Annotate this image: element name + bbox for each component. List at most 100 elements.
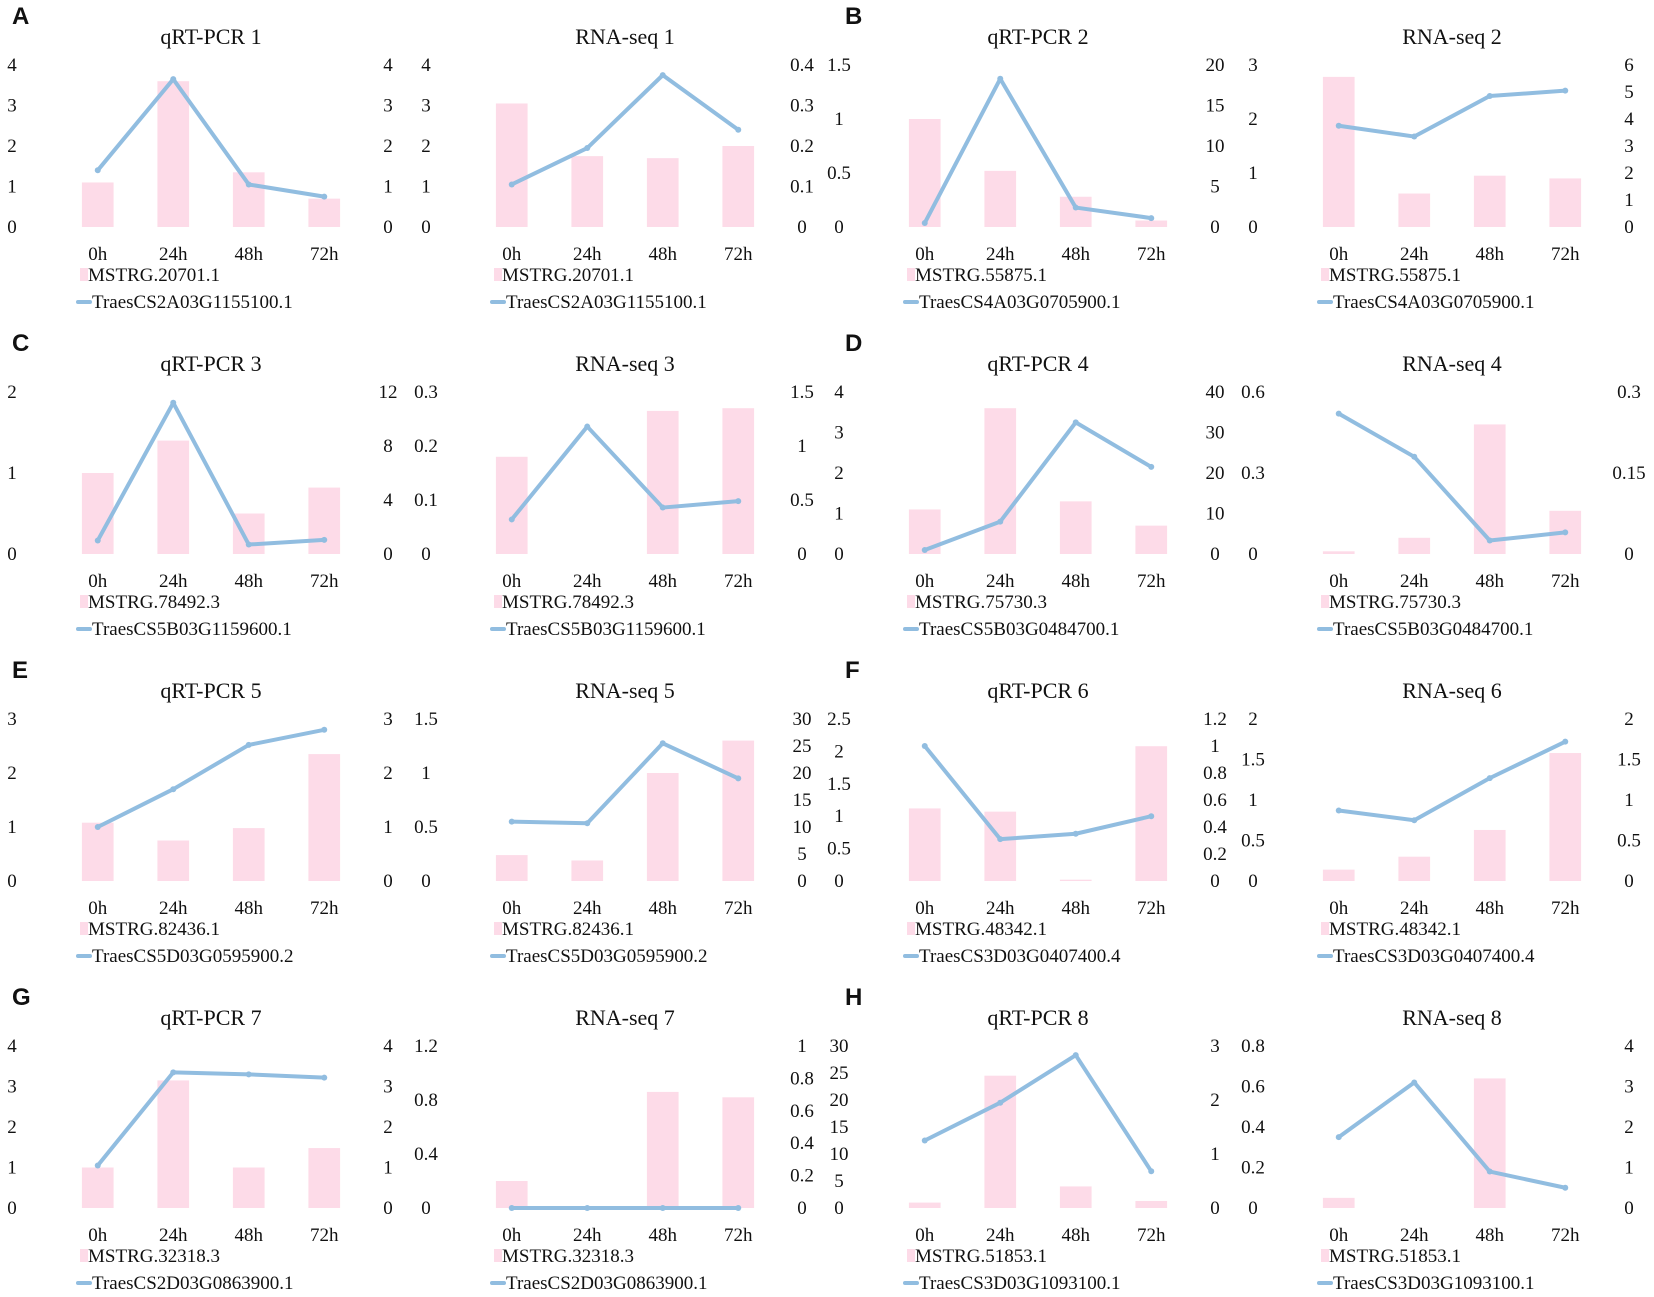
y-tick-left: 0.3 [1241,463,1265,484]
line-point-24h [584,1205,591,1211]
y-tick-left: 1.5 [827,55,851,76]
y-tick-right: 15 [793,790,812,811]
x-tick-label: 0h [88,1225,108,1246]
legend-bar-swatch [494,268,502,281]
chart-title: RNA-seq 5 [575,678,675,703]
panel-letter-e: E [12,657,28,684]
x-tick-label: 72h [310,244,339,265]
line-point-48h [245,1071,252,1078]
bar-48h [1059,879,1092,881]
x-tick-label: 48h [1062,898,1091,919]
bar-72h [722,146,755,227]
y-tick-right: 1 [1624,790,1634,811]
line-point-24h [997,518,1004,525]
x-tick-label: 0h [915,1225,935,1246]
bar-72h [722,740,755,881]
chart-title: RNA-seq 1 [575,24,675,49]
y-tick-left: 4 [7,55,17,76]
y-tick-right: 0 [383,871,393,892]
y-tick-left: 15 [830,1117,849,1138]
bar-72h [1135,1200,1168,1208]
legend-bar-swatch [1321,595,1329,608]
bar-72h [722,1097,755,1208]
x-tick-label: 72h [1551,571,1580,592]
y-tick-left: 1 [1248,790,1258,811]
y-tick-left: 0 [834,1198,844,1219]
x-tick-label: 48h [1476,898,1505,919]
y-tick-left: 1 [421,177,431,198]
series-line [95,727,327,829]
x-tick-label: 48h [1062,1225,1091,1246]
line-point-72h [1148,463,1155,470]
bar-72h [1549,753,1582,881]
panel-letter-g: G [12,984,31,1011]
legend-line-label: TraesCS5B03G0484700.1 [919,619,1119,640]
y-tick-right: 1 [1210,1144,1220,1165]
line-point-72h [1562,529,1569,536]
series-line [95,400,327,547]
line-point-72h [1148,215,1155,222]
legend-bar-label: MSTRG.75730.3 [915,592,1047,613]
y-tick-left: 2 [421,136,431,157]
bar-24h [1398,193,1431,227]
panel-letter-c: C [12,330,29,357]
y-tick-left: 3 [834,423,844,444]
legend-bar-swatch [80,268,88,281]
y-tick-right: 0.3 [790,96,814,117]
line-point-48h [1486,775,1493,782]
x-tick-label: 48h [649,898,678,919]
line-point-48h [1486,1168,1493,1175]
bar-48h [646,773,679,881]
x-tick-label: 24h [573,1225,602,1246]
line-point-48h [659,504,666,511]
legend-bar-swatch [80,922,88,935]
y-tick-left: 10 [830,1144,849,1165]
y-tick-right: 1.5 [790,382,814,403]
y-tick-right: 0.6 [790,1101,814,1122]
line-point-48h [1072,1052,1079,1059]
line-point-24h [1411,133,1418,140]
y-tick-right: 4 [383,1036,393,1057]
series-line [509,424,741,522]
line-point-72h [1148,813,1155,820]
line-point-48h [1486,93,1493,100]
x-tick-label: 72h [1551,898,1580,919]
x-tick-label: 0h [88,244,108,265]
legend-bar-label: MSTRG.32318.3 [502,1246,634,1267]
chart-panel-9: qRT-PCR 5 0 1 2 3 0 1 2 3 0h 24h 48h 72h MSTRG.82436.… [7,678,393,967]
y-tick-right: 0.6 [1203,790,1227,811]
x-tick-label: 72h [1137,1225,1166,1246]
legend-line-label: TraesCS3D03G1093100.1 [919,1273,1120,1294]
line-point-0h [508,818,515,825]
series-line [1336,739,1568,823]
panel-letter-f: F [845,657,860,684]
y-tick-left: 3 [7,1077,17,1098]
y-tick-right: 1 [1624,1158,1634,1179]
bar-0h [908,119,941,227]
bar-48h [1473,175,1506,227]
line-point-48h [1072,830,1079,837]
line-point-0h [94,824,101,830]
y-tick-right: 0 [1624,217,1634,238]
y-tick-left: 1 [7,817,17,838]
y-tick-left: 0 [421,217,431,238]
bar-24h [984,811,1017,881]
y-tick-right: 2 [383,1117,393,1138]
x-tick-label: 48h [235,1225,264,1246]
line-point-72h [1562,87,1569,94]
x-tick-label: 24h [986,571,1015,592]
legend-bar-swatch [80,1249,88,1262]
panel-letter-a: A [12,3,29,30]
legend-line-label: TraesCS2A03G1155100.1 [92,292,293,313]
y-tick-right: 1 [1624,190,1634,211]
line-point-24h [584,423,591,430]
line-point-24h [170,786,177,793]
y-tick-right: 20 [1206,55,1225,76]
y-tick-left: 0.8 [414,1090,438,1111]
chart-panel-11: qRT-PCR 6 0 0.5 1 1.5 2 2.5 0 0.2 0.4 0.6 0.8 1 1.2 0h… [827,678,1227,967]
chart-panel-10: RNA-seq 5 0 0.5 1 1.5 0 5 10 15 20 25 30 0h 24h 48h 72h… [414,678,811,967]
chart-panel-13: qRT-PCR 7 0 1 2 3 4 0 1 2 3 4 0h 24h 48h 72h MSTRG.3231… [7,1005,393,1294]
y-tick-left: 0.3 [414,382,438,403]
legend-line-label: TraesCS2D03G0863900.1 [92,1273,293,1294]
